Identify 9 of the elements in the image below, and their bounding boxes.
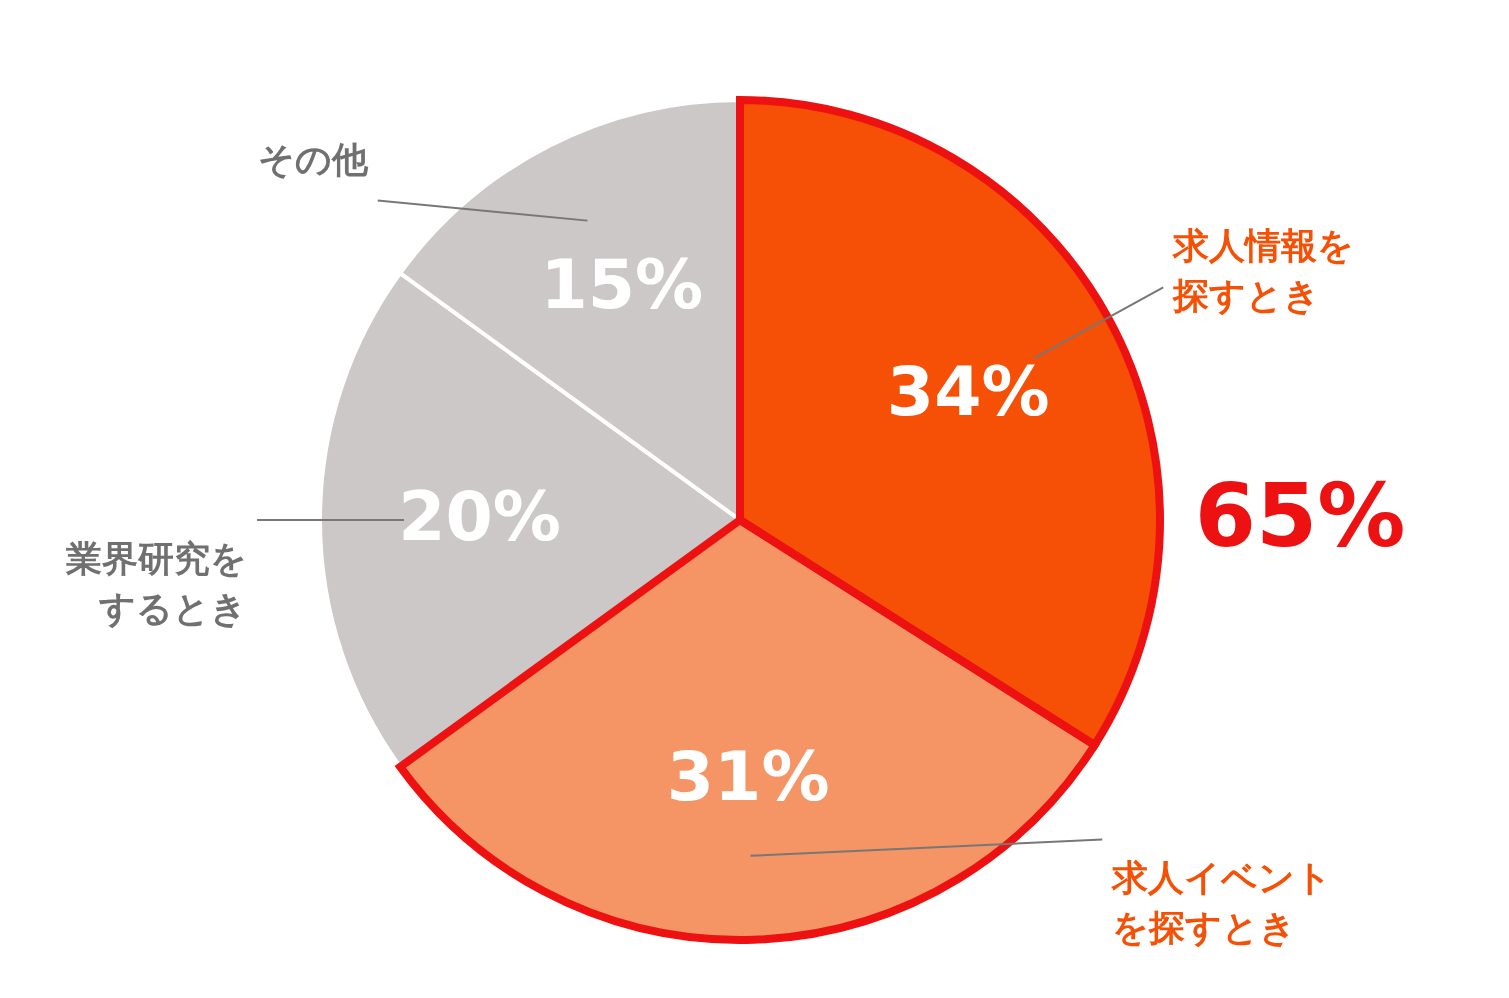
text: 65% [1194,464,1406,567]
data-label: 31% [666,737,830,817]
slice-label: 業界研究をするとき [65,538,247,629]
slice-label: 求人情報を探すとき [1171,225,1355,317]
slice-label: その他 [257,138,369,180]
data-label: 15% [540,244,704,324]
data-label: 20% [398,477,561,556]
slice-label: 求人イベントを探すとき [1110,857,1333,949]
data-label: 34% [886,351,1050,431]
